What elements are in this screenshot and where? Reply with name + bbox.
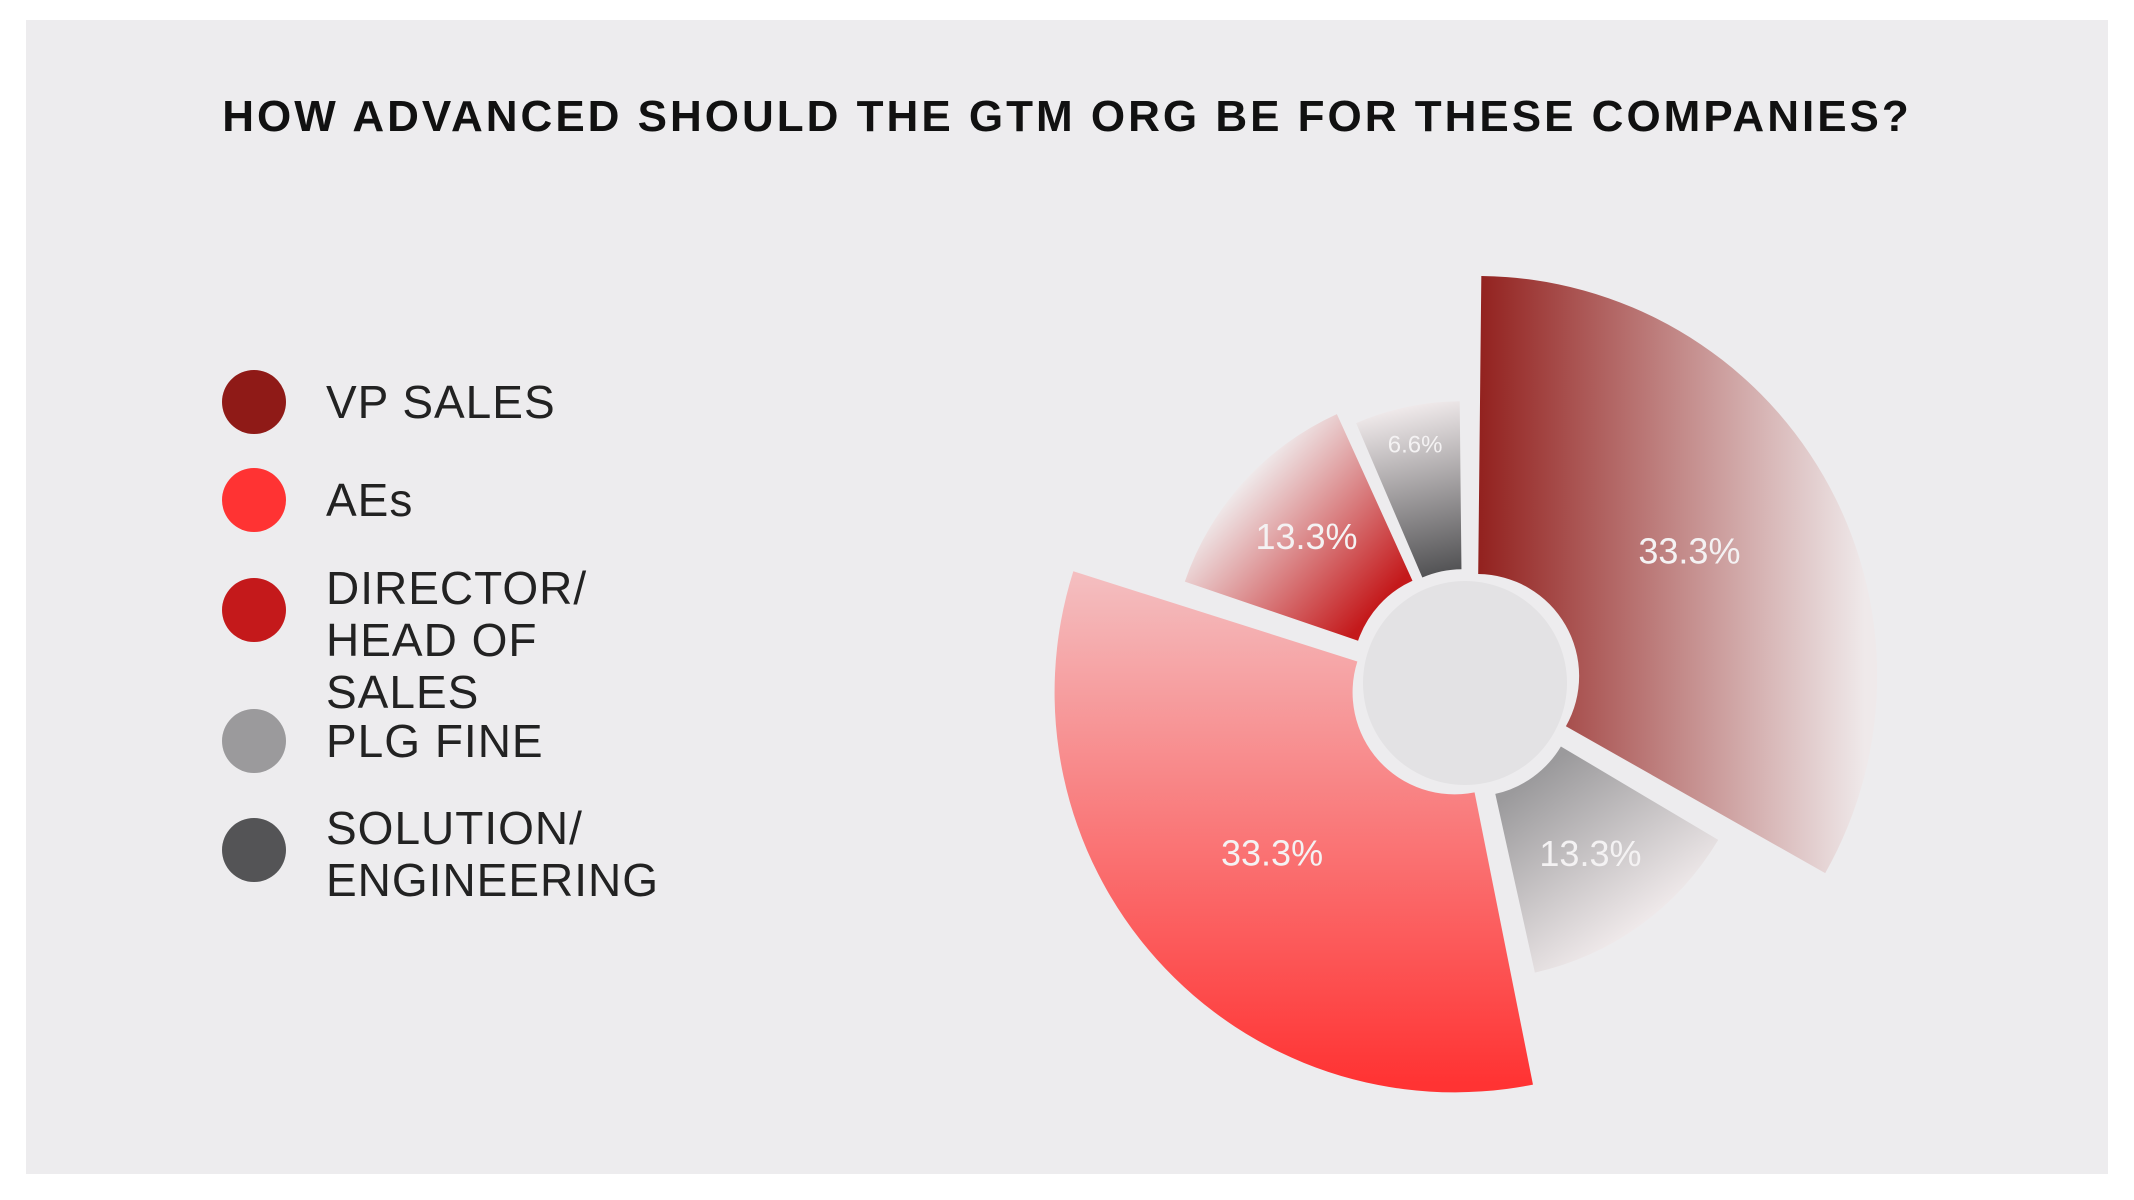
pie-slice-director-head-of-sales: [1184, 414, 1413, 641]
legend-label: AEs: [326, 474, 414, 526]
legend-label: DIRECTOR/ HEAD OF SALES: [326, 562, 588, 718]
slice-value-label: 33.3%: [1638, 530, 1740, 571]
legend-label: PLG FINE: [326, 715, 544, 767]
pie-slice-vp-sales: [1478, 276, 1878, 874]
legend-swatch: [222, 578, 286, 642]
legend-swatch: [222, 818, 286, 882]
pie-slice-solution-engineering: [1356, 401, 1462, 578]
legend-swatch: [222, 709, 286, 773]
pie-slice-plg-fine: [1495, 746, 1719, 973]
slice-value-label: 33.3%: [1221, 832, 1323, 873]
legend-swatch: [222, 468, 286, 532]
legend-swatch: [222, 370, 286, 434]
pie-slice-aes: [1054, 571, 1533, 1093]
slice-value-label: 6.6%: [1388, 432, 1443, 459]
chart-title: HOW ADVANCED SHOULD THE GTM ORG BE FOR T…: [222, 92, 1912, 141]
legend-label: VP SALES: [326, 376, 556, 428]
legend-label: SOLUTION/ ENGINEERING: [326, 802, 660, 906]
slice-value-label: 13.3%: [1255, 516, 1357, 557]
slice-value-label: 13.3%: [1539, 833, 1641, 874]
donut-hole: [1363, 581, 1567, 785]
